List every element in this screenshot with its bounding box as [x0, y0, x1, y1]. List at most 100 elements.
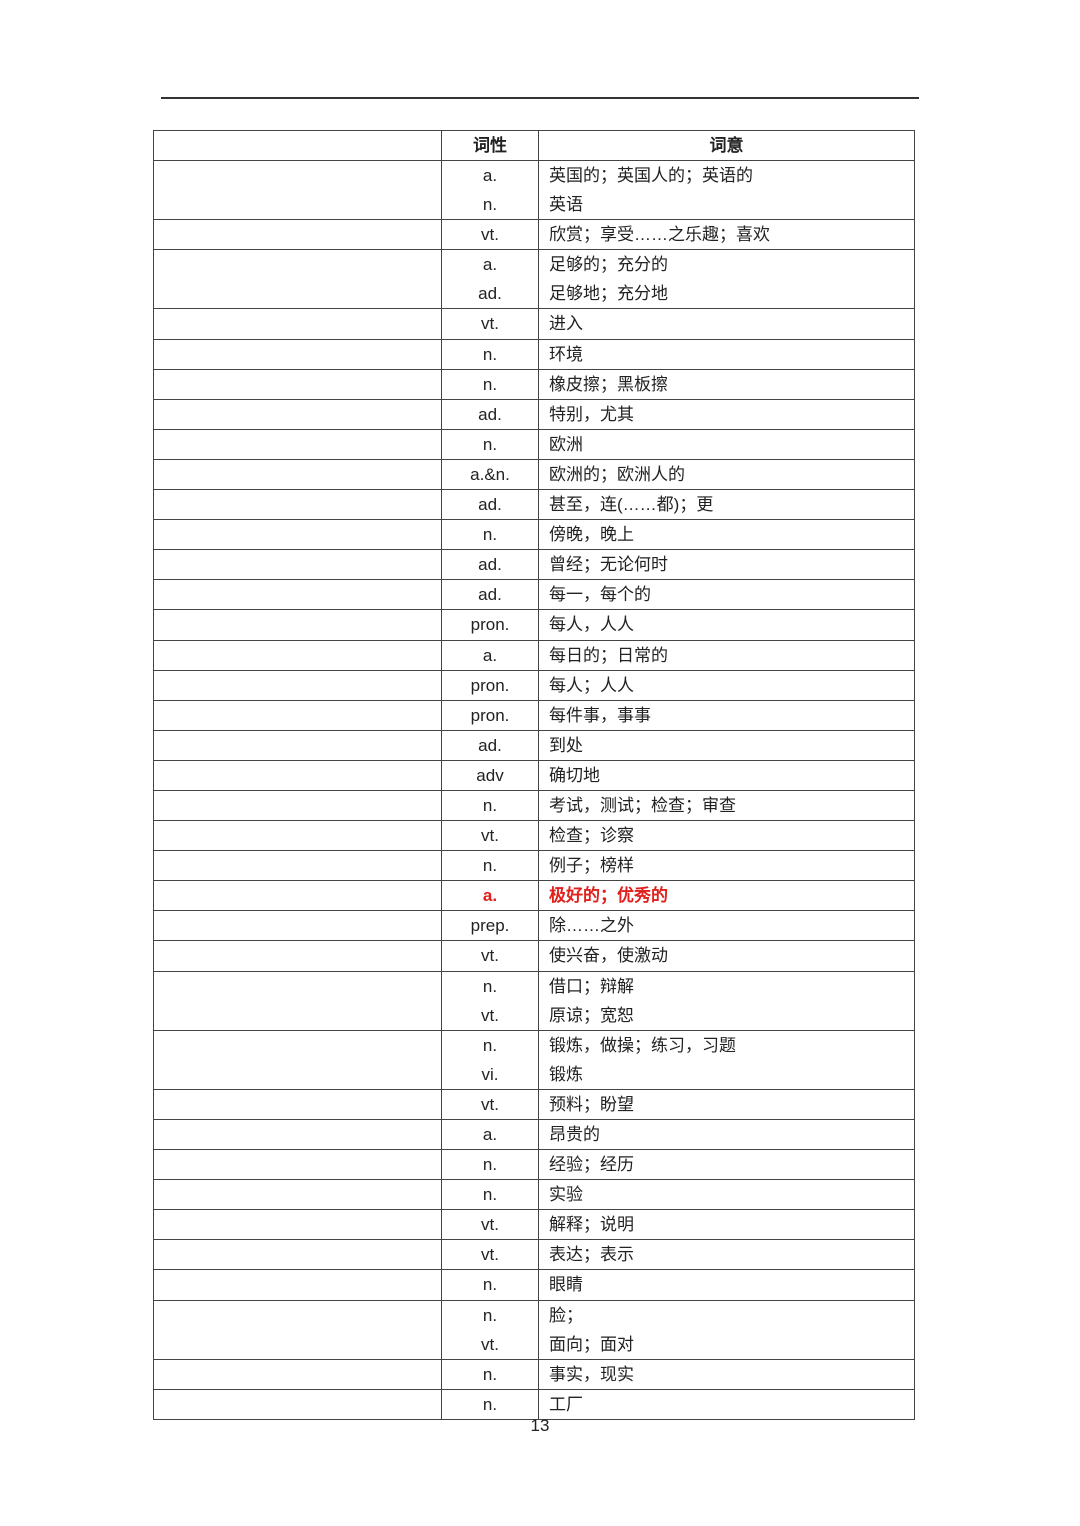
- pos-cell: n. vi.: [441, 1029, 539, 1090]
- pos-text: n.: [482, 525, 498, 545]
- pos-cell: a. n.: [441, 159, 539, 221]
- word-cell: [153, 308, 442, 340]
- word-cell: [153, 1358, 442, 1390]
- pos-cell: n. vt.: [441, 1299, 539, 1360]
- word-cell: [153, 1149, 442, 1181]
- meaning-text: 除……之外: [549, 916, 634, 936]
- pos-text: a.: [482, 255, 498, 275]
- pos-text: adv: [476, 765, 504, 785]
- pos-text: ad.: [478, 284, 502, 304]
- meaning-cell: 足够的；充分的 足够地；充分地: [538, 249, 915, 310]
- meaning-cell: 曾经；无论何时: [538, 549, 915, 581]
- pos-cell: vt.: [441, 1239, 539, 1271]
- meaning-cell: 经验；经历: [538, 1149, 915, 1181]
- meaning-text: 实验: [549, 1185, 583, 1205]
- pos-cell: pron.: [441, 699, 539, 731]
- meaning-cell: 解释；说明: [538, 1209, 915, 1241]
- meaning-cell: 甚至，连(……都)；更: [538, 489, 915, 521]
- table-row: n. 经验；经历: [153, 1149, 915, 1181]
- pos-cell: a. ad.: [441, 249, 539, 310]
- word-cell: [153, 249, 442, 310]
- pos-text: n.: [482, 1185, 498, 1205]
- meaning-text: 特别，尤其: [549, 404, 634, 424]
- meaning-text: 考试，测试；检查；审查: [549, 795, 736, 815]
- meaning-cell: 极好的；优秀的: [538, 880, 915, 912]
- meaning-cell: 实验: [538, 1179, 915, 1211]
- table-row: vt. 预料；盼望: [153, 1088, 915, 1121]
- meaning-cell: 脸； 面向；面对: [538, 1299, 915, 1360]
- meaning-text: 工厂: [549, 1394, 583, 1414]
- pos-text: n.: [482, 1364, 498, 1384]
- meaning-text: 极好的；优秀的: [549, 886, 668, 906]
- meaning-text: 足够地；充分地: [549, 284, 668, 304]
- table-row: ad. 甚至，连(……都)；更: [153, 489, 915, 521]
- table-row: ad. 曾经；无论何时: [153, 549, 915, 581]
- page-number: 13: [530, 1416, 550, 1435]
- pos-cell: ad.: [441, 729, 539, 761]
- meaning-cell: 昂贵的: [538, 1118, 915, 1151]
- pos-cell: ad.: [441, 398, 539, 430]
- header-part-of-speech: 词性: [441, 130, 539, 161]
- table-row: n. 事实，现实: [153, 1358, 915, 1390]
- meaning-cell: 特别，尤其: [538, 398, 915, 430]
- meaning-text: 锻炼，做操；练习，习题: [549, 1035, 736, 1055]
- meaning-cell: 借口；辩解 原谅；宽恕: [538, 970, 915, 1031]
- meaning-text: 解释；说明: [549, 1215, 634, 1235]
- word-cell: [153, 1209, 442, 1241]
- pos-text: a.: [482, 886, 498, 906]
- meaning-text: 欧洲的；欧洲人的: [549, 464, 685, 484]
- meaning-text: 表达；表示: [549, 1245, 634, 1265]
- meaning-cell: 到处: [538, 729, 915, 761]
- meaning-text: 到处: [549, 735, 583, 755]
- pos-text: pron.: [470, 675, 510, 695]
- meaning-text: 欧洲: [549, 434, 583, 454]
- meaning-cell: 每日的；日常的: [538, 639, 915, 671]
- pos-text: vi.: [481, 1064, 499, 1084]
- meaning-text: 橡皮擦；黑板擦: [549, 374, 668, 394]
- meaning-text: 经验；经历: [549, 1155, 634, 1175]
- table-row: n. 橡皮擦；黑板擦: [153, 368, 915, 400]
- word-cell: [153, 489, 442, 521]
- meaning-text: 确切地: [549, 765, 600, 785]
- meaning-text: 原谅；宽恕: [549, 1005, 634, 1025]
- table-row: n. 实验: [153, 1179, 915, 1211]
- pos-cell: vt.: [441, 1209, 539, 1241]
- meaning-text: 环境: [549, 344, 583, 364]
- table-row: n. 工厂: [153, 1388, 915, 1420]
- table-row: a. 昂贵的: [153, 1118, 915, 1151]
- pos-text: vt.: [481, 1215, 499, 1235]
- pos-cell: vt.: [441, 219, 539, 251]
- word-cell: [153, 910, 442, 942]
- pos-text: ad.: [478, 404, 502, 424]
- table-body: a. n. 英国的；英国人的；英语的 英语 vt. 欣赏；享受……之乐趣；喜欢 a. ad. 足…: [153, 159, 915, 1420]
- table-row: ad. 每一，每个的: [153, 579, 915, 611]
- table-row: vt. 解释；说明: [153, 1209, 915, 1241]
- pos-cell: n.: [441, 519, 539, 551]
- pos-cell: n.: [441, 368, 539, 400]
- pos-text: n.: [482, 195, 498, 215]
- meaning-cell: 环境: [538, 338, 915, 370]
- table-row: prep. 除……之外: [153, 910, 915, 942]
- word-cell: [153, 759, 442, 791]
- word-cell: [153, 1269, 442, 1301]
- pos-text: a.: [482, 166, 498, 185]
- meaning-text: 锻炼: [549, 1064, 583, 1084]
- word-cell: [153, 368, 442, 400]
- pos-cell: vt.: [441, 308, 539, 340]
- table-row: vt. 欣赏；享受……之乐趣；喜欢: [153, 219, 915, 251]
- pos-text: vt.: [481, 1094, 499, 1114]
- meaning-text: 面向；面对: [549, 1334, 634, 1354]
- table-row: pron. 每人，人人: [153, 609, 915, 641]
- meaning-cell: 检查；诊察: [538, 820, 915, 852]
- meaning-cell: 表达；表示: [538, 1239, 915, 1271]
- pos-text: n.: [482, 1155, 498, 1175]
- meaning-text: 欣赏；享受……之乐趣；喜欢: [549, 225, 770, 245]
- word-cell: [153, 940, 442, 972]
- meaning-cell: 考试，测试；检查；审查: [538, 789, 915, 822]
- meaning-text: 足够的；充分的: [549, 255, 668, 275]
- pos-text: ad.: [478, 555, 502, 575]
- pos-cell: n.: [441, 1388, 539, 1420]
- table-row: n. vt. 脸； 面向；面对: [153, 1299, 915, 1360]
- pos-cell: ad.: [441, 549, 539, 581]
- word-cell: [153, 699, 442, 731]
